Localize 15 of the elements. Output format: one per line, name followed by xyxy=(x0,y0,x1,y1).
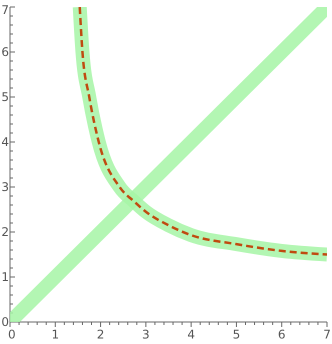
y-tick-label: 1 xyxy=(1,270,9,284)
y-tick-label: 4 xyxy=(1,134,9,149)
y-tick-label: 0 xyxy=(1,314,9,329)
x-tick-label: 3 xyxy=(142,328,150,342)
y-tick-label: 6 xyxy=(1,44,9,59)
y-tick-label: 2 xyxy=(1,224,9,239)
x-tick-label: 4 xyxy=(187,328,195,342)
y-tick-label: 7 xyxy=(1,3,9,18)
y-tick-label: 5 xyxy=(1,90,9,104)
y-tick-label: 3 xyxy=(1,180,9,194)
x-tick-label: 5 xyxy=(232,328,240,342)
x-tick-label: 7 xyxy=(323,328,331,342)
x-tick-label: 6 xyxy=(278,328,286,342)
x-tick-label: 1 xyxy=(51,328,60,342)
x-tick-label: 2 xyxy=(96,328,104,342)
